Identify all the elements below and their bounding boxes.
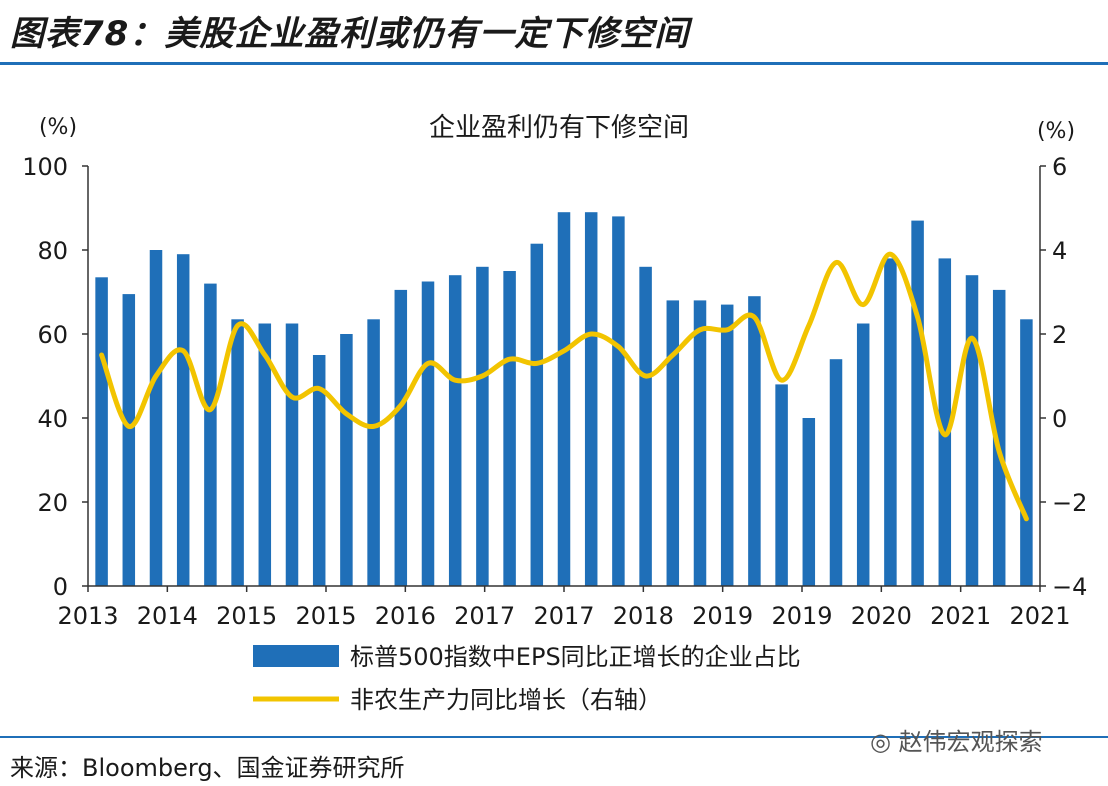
x-tick-label: 2019: [771, 602, 832, 630]
line-series: [99, 251, 1029, 522]
watermark: ◎ 赵伟宏观探索: [870, 722, 1043, 757]
legend-bar-label: 标普500指数中EPS同比正增长的企业占比: [350, 643, 801, 671]
bar: [992, 289, 1006, 586]
left-tick-label: 40: [37, 405, 68, 433]
legend-line-label: 非农生产力同比增长（右轴）: [350, 686, 662, 714]
chart: 企业盈利仍有下修空间 (%) (%) 0 20 40 60 80 100 −4 −2 0 2 4 6…: [22, 113, 1087, 714]
bar: [584, 212, 598, 586]
bar: [204, 283, 217, 586]
bar: [367, 319, 380, 586]
bar: [693, 300, 707, 586]
bar: [965, 275, 979, 586]
bar: [829, 359, 843, 586]
chart-title: 企业盈利仍有下修空间: [429, 113, 689, 143]
x-tick-label: 2020: [851, 602, 912, 630]
bar-series: [95, 212, 1033, 586]
left-axis-unit: (%): [39, 115, 77, 140]
bar: [285, 323, 299, 586]
watermark-text: 赵伟宏观探索: [898, 728, 1043, 756]
source-note: 来源：Bloomberg、国金证券研究所: [10, 754, 405, 782]
right-tick-label: 0: [1052, 405, 1067, 433]
bar: [884, 258, 897, 586]
right-tick-label: −2: [1052, 489, 1087, 517]
right-tick-label: 6: [1052, 153, 1067, 181]
bar: [231, 319, 244, 586]
x-tick-label: 2018: [613, 602, 674, 630]
bar: [312, 355, 326, 586]
x-tick-label: 2016: [375, 602, 436, 630]
x-tick-label: 2015: [295, 602, 356, 630]
bar: [666, 300, 680, 586]
bar: [448, 275, 462, 586]
bar: [612, 216, 625, 586]
bar: [421, 281, 435, 586]
bar: [176, 254, 190, 586]
figure-title: 图表78：美股企业盈利或仍有一定下修空间: [10, 14, 690, 54]
x-tick-label: 2021: [930, 602, 991, 630]
x-tick-label: 2019: [692, 602, 753, 630]
bar: [476, 266, 489, 586]
bar: [340, 334, 353, 586]
bar: [748, 296, 761, 586]
legend: 标普500指数中EPS同比正增长的企业占比 非农生产力同比增长（右轴）: [253, 643, 801, 714]
right-axis-ticks: −4 −2 0 2 4 6: [1040, 153, 1087, 601]
right-tick-label: 2: [1052, 321, 1067, 349]
right-axis-unit: (%): [1037, 119, 1075, 144]
left-axis-ticks: 0 20 40 60 80 100: [22, 153, 88, 601]
bottom-rule: [0, 736, 1108, 738]
left-tick-label: 20: [37, 489, 68, 517]
bar: [503, 271, 516, 586]
bar: [775, 384, 788, 586]
x-tick-label: 2017: [454, 602, 515, 630]
left-tick-label: 0: [53, 573, 68, 601]
bar: [802, 418, 816, 586]
left-tick-label: 60: [37, 321, 68, 349]
bar: [122, 294, 136, 586]
right-tick-label: 4: [1052, 237, 1067, 265]
bar: [911, 220, 924, 586]
x-tick-label: 2015: [216, 602, 277, 630]
x-axis-ticks: 2013 2014 2015 2015 2016 2017 2017 2018 2019 2019…: [57, 586, 1071, 630]
bar: [856, 323, 870, 586]
x-tick-label: 2013: [57, 602, 118, 630]
x-tick-label: 2014: [137, 602, 198, 630]
x-tick-label: 2017: [533, 602, 594, 630]
bar: [530, 243, 544, 586]
bar: [1020, 319, 1033, 586]
top-rule: [0, 62, 1108, 65]
left-tick-label: 100: [22, 153, 68, 181]
legend-bar-swatch: [253, 645, 339, 667]
left-tick-label: 80: [37, 237, 68, 265]
wechat-icon: ◎: [870, 728, 891, 756]
bar: [95, 277, 108, 586]
bar: [258, 323, 272, 586]
bar: [394, 289, 408, 586]
x-tick-label: 2021: [1009, 602, 1070, 630]
bar: [149, 250, 163, 586]
right-tick-label: −4: [1052, 573, 1087, 601]
bar: [639, 266, 652, 586]
bar: [720, 304, 734, 586]
bar: [938, 258, 952, 586]
bar: [557, 212, 571, 586]
